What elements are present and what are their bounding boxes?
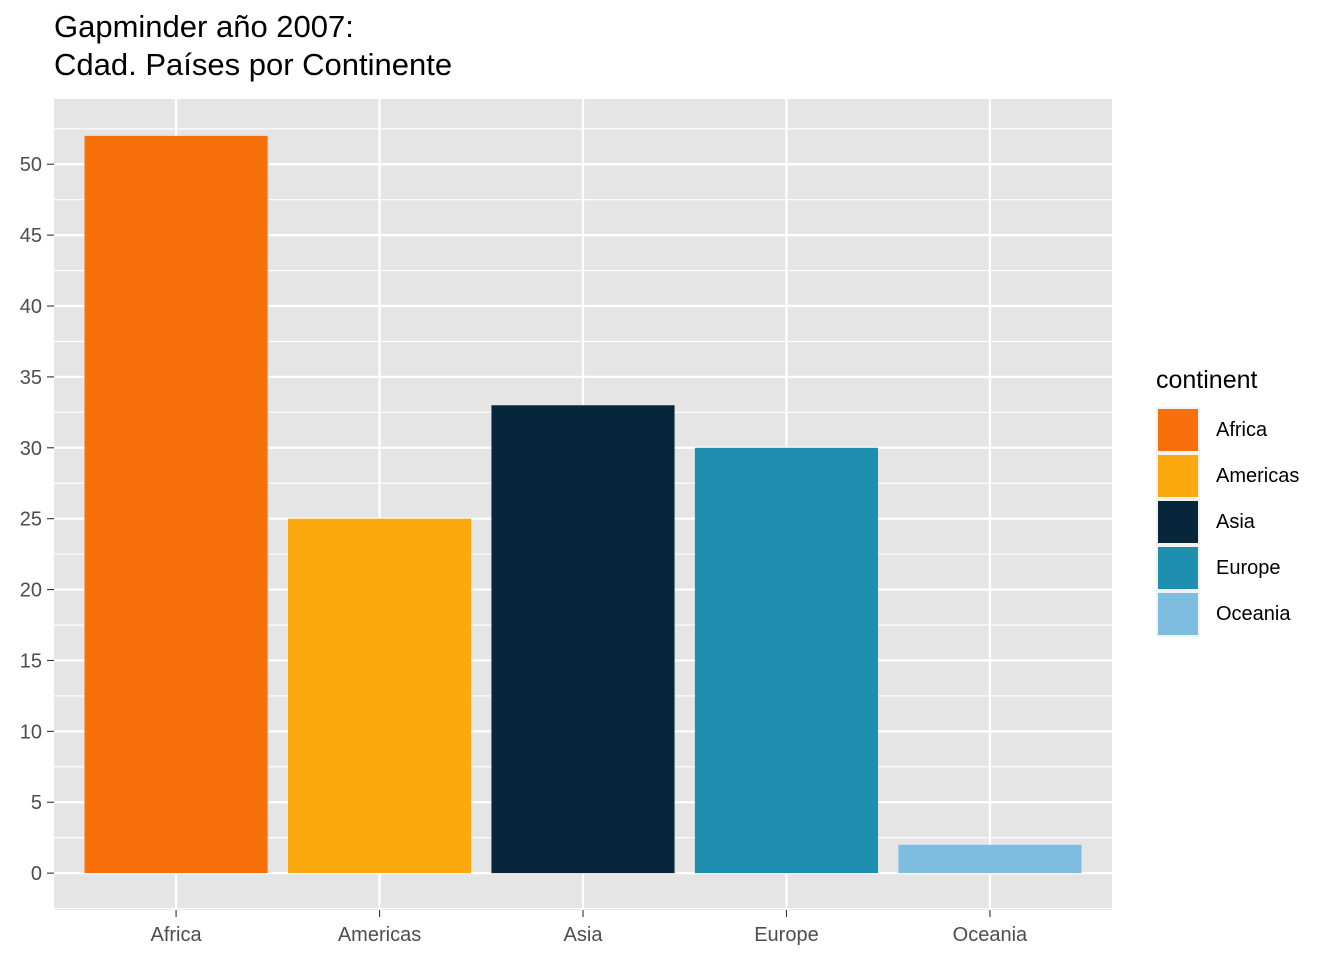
chart-title-line-1: Gapminder año 2007:: [54, 9, 354, 44]
bar-europe: [694, 447, 879, 874]
y-tick-label: 15: [20, 650, 42, 672]
legend-item: Europe: [1156, 545, 1299, 591]
x-tick-label: Americas: [338, 924, 421, 946]
bar-oceania: [898, 844, 1082, 874]
legend-key: [1156, 453, 1200, 499]
y-tick-label: 40: [20, 296, 42, 318]
y-tick-label: 5: [31, 792, 42, 814]
y-tick-label: 10: [20, 721, 42, 743]
legend-label: Asia: [1216, 510, 1255, 533]
bars: [84, 135, 1082, 874]
x-axis: Africa Americas Asia Europe Oceania: [151, 910, 1028, 946]
legend-label: Africa: [1216, 418, 1268, 441]
legend-items: Africa Americas Asia Europe Oceania: [1156, 407, 1299, 637]
y-tick-label: 45: [20, 225, 42, 247]
y-tick-label: 35: [20, 367, 42, 389]
y-axis: 0 5 10 15 20 25 30 35 40 45 50: [20, 154, 54, 885]
legend-swatch: [1158, 593, 1198, 635]
legend-item: Asia: [1156, 499, 1299, 545]
legend-swatch: [1158, 455, 1198, 497]
chart-title-line-2: Cdad. Países por Continente: [54, 47, 453, 82]
legend-swatch: [1158, 501, 1198, 543]
bar-chart: 0 5 10 15 20 25 30 35 40 45 50 Africa Americas Asia E…: [20, 99, 1112, 946]
y-tick-label: 25: [20, 509, 42, 531]
legend-key: [1156, 591, 1200, 637]
legend-label: Europe: [1216, 556, 1281, 579]
bar-americas: [287, 518, 472, 874]
bar-africa: [84, 135, 268, 874]
legend-item: Americas: [1156, 453, 1299, 499]
x-tick-label: Africa: [151, 924, 203, 946]
legend-swatch: [1158, 409, 1198, 451]
x-tick-label: Oceania: [953, 924, 1028, 946]
legend-item: Africa: [1156, 407, 1299, 453]
legend-key: [1156, 407, 1200, 453]
legend: continent Africa Americas Asia Europe Oceani…: [1156, 366, 1299, 637]
y-tick-label: 30: [20, 438, 42, 460]
legend-key: [1156, 545, 1200, 591]
legend-swatch: [1158, 547, 1198, 589]
x-tick-label: Asia: [564, 924, 604, 946]
legend-item: Oceania: [1156, 591, 1299, 637]
y-tick-label: 50: [20, 154, 42, 176]
bar-asia: [491, 405, 675, 874]
x-tick-label: Europe: [754, 924, 819, 946]
y-tick-label: 0: [31, 863, 42, 885]
legend-label: Americas: [1216, 464, 1300, 487]
chart-title: Gapminder año 2007: Cdad. Países por Con…: [54, 8, 452, 84]
legend-title: continent: [1156, 366, 1258, 394]
legend-key: [1156, 499, 1200, 545]
y-tick-label: 20: [20, 580, 42, 602]
legend-label: Oceania: [1216, 602, 1291, 625]
